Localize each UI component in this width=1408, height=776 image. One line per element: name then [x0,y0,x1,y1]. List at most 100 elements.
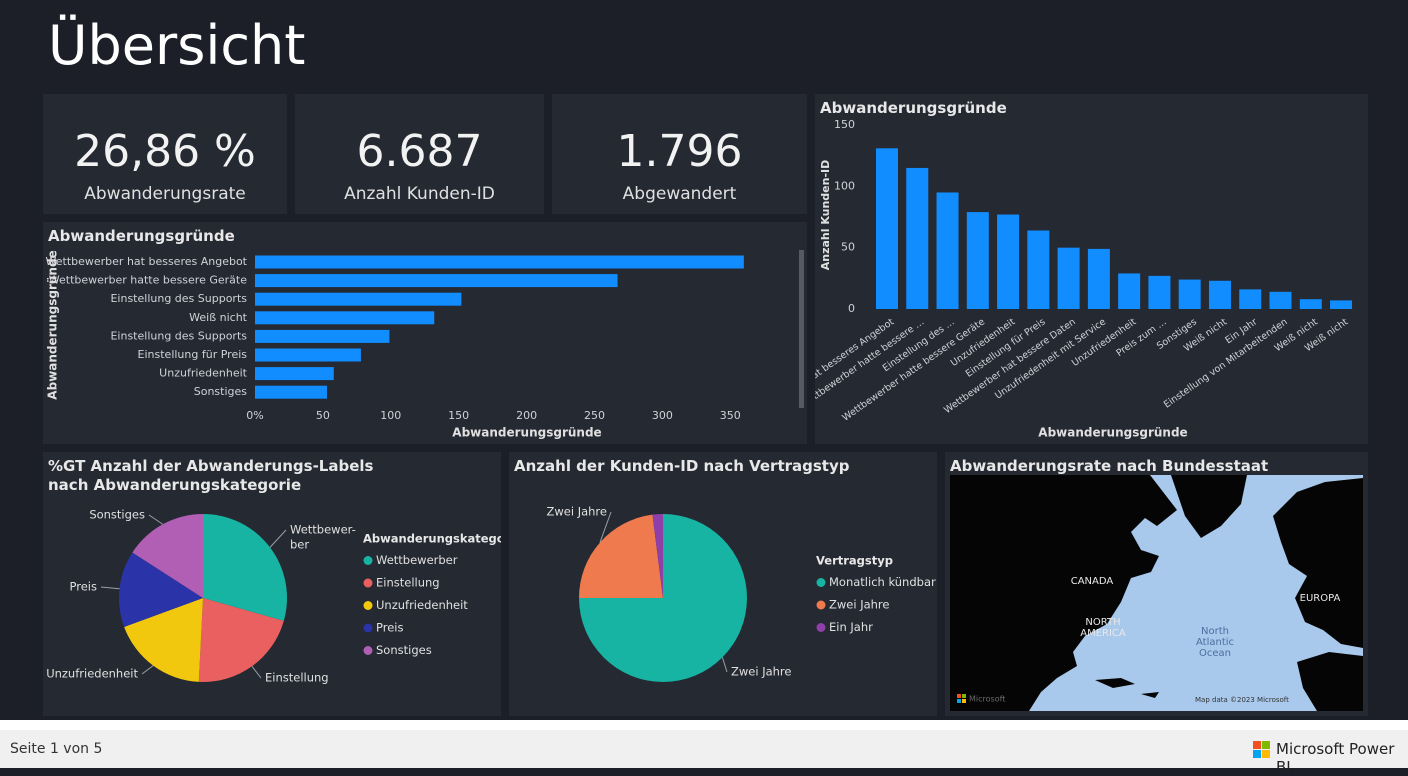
bar [255,274,618,288]
map: CANADA NORTH AMERICA EUROPA North Atlant… [950,475,1363,711]
bar [1299,299,1322,309]
legend-label: Sonstiges [376,643,432,657]
kpi-label: Abwanderungsrate [84,184,246,204]
legend-label: Ein Jahr [829,620,873,634]
bar [1178,279,1201,309]
map-label: North [1201,626,1229,637]
legend-marker [363,556,373,565]
y-axis-label: Abwanderungsgründe [46,250,60,399]
x-tick-label: 150 [448,409,469,422]
land [1297,652,1363,711]
bar [255,348,361,362]
bar [1239,289,1262,309]
y-tick-label: Weiß nicht [189,311,248,324]
page-indicator[interactable]: Seite 1 von 5 [10,741,103,757]
y-tick-label: Unzufriedenheit [159,367,248,380]
divider [0,720,1408,730]
y-tick-label: Einstellung des Supports [110,292,247,305]
chart-title: Abwanderungsgründe [820,99,1007,117]
land [950,475,1177,711]
kpi-value: 26,86 % [74,126,256,177]
pie-slice [652,514,663,598]
pie-slice [198,598,284,682]
map-label: EUROPA [1300,593,1341,604]
x-tick-label: 200 [516,409,537,422]
map-label: CANADA [1071,576,1114,587]
legend-label: Preis [376,621,403,635]
pie-slice [132,514,203,598]
x-tick-label: 350 [720,409,741,422]
pie-panel: Zwei Jahre Zwei Jahre Vertragstyp Monatlich… [509,452,937,716]
leader-line [251,665,262,679]
legend-marker [363,578,373,588]
data-label: ber [290,538,309,552]
y-tick-label: 150 [834,118,855,131]
land [1095,678,1159,698]
y-tick-label: Einstellung des Supports [110,329,247,342]
bar [966,212,989,309]
pie-chart: Zwei Jahre Zwei Jahre Vertragstyp Monatlich… [547,505,936,682]
map-label: Atlantic [1196,637,1234,648]
map-logo: Microsoft [969,695,1005,704]
chart-title: Abwanderungsgründe [48,227,235,245]
kpi-value: 6.687 [356,126,483,177]
bar [1208,280,1231,309]
legend-label: Monatlich kündbar [829,575,936,589]
x-tick-label: 50 [316,409,330,422]
y-tick-label: Wettbewerber hat besseres Angebot [46,255,248,268]
x-tick-label: 250 [584,409,605,422]
y-tick-label: Wettbewerber hatte bessere Geräte [49,274,247,287]
bar [255,311,435,325]
leader-line [269,529,287,548]
legend-marker [816,623,826,632]
column-panel: 050100150Wettbewerber hat besseres Angeb… [815,94,1368,444]
map-title: Abwanderungsrate nach Bundesstaat [950,457,1269,475]
legend-label: Einstellung [376,576,440,590]
legend-label: Zwei Jahre [829,598,890,612]
bar [936,192,959,309]
chart-title: %GT Anzahl der Abwanderungs-Labels nach … [48,457,374,494]
data-label: Preis [70,580,97,594]
kpi-label: Anzahl Kunden-ID [344,184,495,204]
bar [1118,273,1141,309]
legend-marker [816,600,826,610]
bar [255,385,327,399]
bar [255,255,744,269]
logo [957,699,961,703]
y-tick-label: 50 [841,241,855,254]
pie-slice [119,552,203,627]
data-label: Sonstiges [89,508,145,522]
legend-label: Unzufriedenheit [376,598,468,612]
leader-line [100,586,120,590]
x-axis-label: Abwanderungsgründe [1038,426,1187,440]
land [1171,475,1247,538]
bar [1330,300,1353,309]
footer: Seite 1 von 5 Microsoft Power BI [0,730,1408,776]
bar [1269,291,1292,309]
bar [997,214,1020,309]
leader-line [148,514,164,525]
legend-title: Abwanderungskategorie [363,532,501,546]
bar [255,367,334,381]
map-attribution: Map data ©2023 Microsoft [1195,696,1289,704]
data-label: Unzufriedenheit [46,667,138,681]
logo [962,694,966,698]
map-label: AMERICA [1080,628,1126,639]
leader-line [721,657,728,673]
legend-label: Wettbewerber [376,553,458,567]
x-axis-label: Abwanderungsgründe [452,426,601,440]
map-label: NORTH [1085,617,1120,628]
map-label: Ocean [1199,648,1231,659]
bar [1057,247,1080,309]
scrollbar [799,250,804,408]
kpi-label: Abgewandert [622,184,737,204]
pie-chart: Wettbewer-ber Einstellung Unzufriedenheit P… [46,508,501,685]
chart-title: Anzahl der Kunden-ID nach Vertragstyp [514,457,850,475]
y-tick-label: Einstellung für Preis [138,348,248,361]
brand[interactable]: Microsoft Power BI [1276,740,1395,776]
legend-marker [816,578,826,587]
land [1273,478,1363,648]
legend-marker [363,623,373,633]
bar [1027,230,1050,309]
